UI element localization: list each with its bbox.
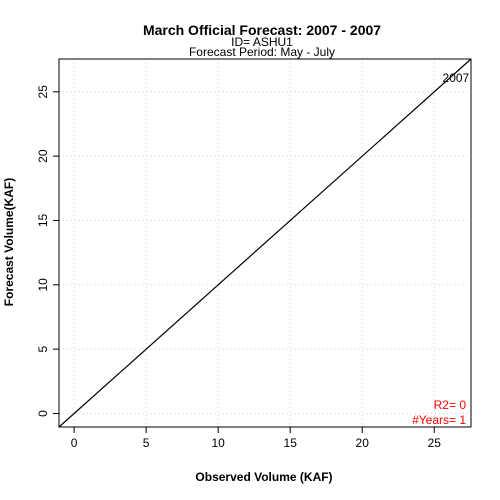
x-tick-label: 15	[284, 436, 298, 450]
y-tick-label: 5	[36, 345, 50, 352]
y-tick-label: 15	[36, 213, 50, 227]
data-points: 2007	[443, 71, 470, 85]
x-tick-label: 10	[212, 436, 226, 450]
chart-title: March Official Forecast: 2007 - 2007	[143, 22, 381, 38]
y-tick-label: 0	[36, 410, 50, 417]
grid	[59, 59, 471, 427]
x-axis: 0 5 10 15 20 25	[71, 427, 441, 450]
plot-frame	[58, 58, 472, 428]
y-tick-label: 10	[36, 278, 50, 292]
x-tick-label: 25	[428, 436, 442, 450]
x-tick-label: 20	[356, 436, 370, 450]
one-to-one-line	[58, 58, 472, 428]
y-axis-label: Forecast Volume(KAF)	[2, 178, 16, 306]
annotation-years: #Years= 1	[412, 413, 466, 427]
annotation-r2: R2= 0	[434, 398, 467, 412]
x-tick-label: 0	[71, 436, 78, 450]
y-tick-label: 20	[36, 149, 50, 163]
x-tick-label: 5	[143, 436, 150, 450]
y-axis: 0 5 10 15 20 25	[36, 85, 59, 417]
x-axis-label: Observed Volume (KAF)	[195, 470, 332, 484]
chart-subtitle-period: Forecast Period: May - July	[189, 45, 335, 59]
point-label: 2007	[443, 71, 470, 85]
chart-subtitle-id: ID= ASHU1	[231, 35, 293, 49]
y-tick-label: 25	[36, 85, 50, 99]
